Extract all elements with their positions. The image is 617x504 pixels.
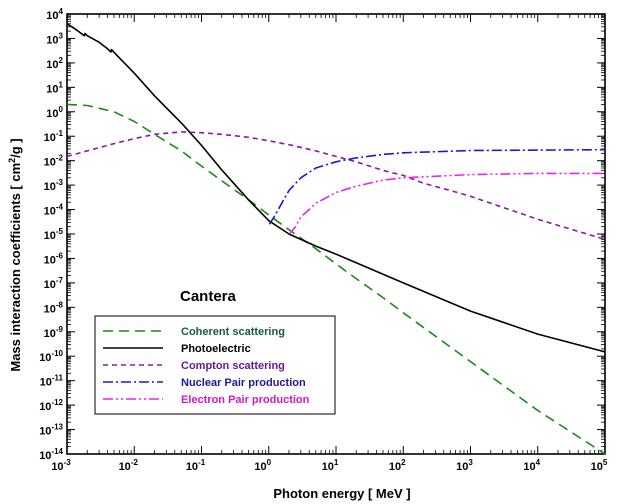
- y-tick-label: 10-12: [39, 398, 63, 413]
- y-tick-label: 10-11: [40, 374, 64, 389]
- legend-label: Electron Pair production: [181, 394, 310, 406]
- electron-pair-production-line: [288, 172, 605, 235]
- y-tick-label: 10-8: [44, 300, 64, 315]
- y-tick-label: 103: [46, 31, 63, 46]
- legend-label: Nuclear Pair production: [181, 377, 306, 389]
- chart-annotation: Cantera: [180, 288, 237, 305]
- y-tick-label: 10-7: [44, 276, 64, 291]
- coherent-scattering-line: [66, 103, 606, 455]
- y-tick-label: 10-1: [44, 129, 64, 144]
- y-tick-label: 104: [46, 7, 63, 22]
- y-tick-label: 10-9: [44, 325, 64, 340]
- y-tick-label: 10-14: [39, 447, 63, 462]
- x-tick-label: 101: [322, 458, 339, 473]
- y-tick-label: 10-4: [44, 203, 64, 218]
- y-tick-label: 10-3: [44, 178, 64, 193]
- legend: Coherent scattering Photoelectric Compton …: [94, 315, 336, 415]
- y-tick-label: 101: [46, 80, 63, 95]
- legend-label: Coherent scattering: [181, 326, 285, 338]
- x-tick-label: 103: [456, 458, 473, 473]
- x-axis-label: Photon energy [ MeV ]: [273, 486, 410, 501]
- tick-labels: 10-3 10-2 10-1 100 101 102 103 104 105 104 103 102 1…: [39, 7, 608, 473]
- nuclear-pair-production-line: [268, 148, 606, 225]
- x-tick-label: 10-2: [119, 458, 139, 473]
- photoelectric-line: [66, 23, 606, 353]
- x-tick-label: 10-1: [186, 458, 206, 473]
- y-tick-label: 100: [46, 105, 63, 120]
- compton-scattering-line: [66, 131, 606, 241]
- legend-label: Photoelectric: [181, 343, 251, 355]
- y-tick-label: 10-10: [39, 349, 63, 364]
- x-tick-label: 102: [389, 458, 406, 473]
- x-tick-label: 105: [591, 458, 608, 473]
- y-tick-label: 10-5: [44, 227, 64, 242]
- axis-ticks: [66, 13, 606, 455]
- x-tick-label: 104: [523, 458, 540, 473]
- y-tick-label: 10-2: [44, 154, 64, 169]
- y-tick-label: 10-6: [44, 251, 64, 266]
- y-tick-label: 102: [46, 56, 63, 71]
- y-axis-label: Mass interaction coefficients [ cm2/g ]: [7, 138, 23, 371]
- x-tick-label: 100: [254, 458, 271, 473]
- legend-label: Compton scattering: [181, 360, 285, 372]
- x-tick-label: 10-3: [51, 458, 71, 473]
- y-tick-label: 10-13: [39, 423, 63, 438]
- series-group: [66, 23, 606, 455]
